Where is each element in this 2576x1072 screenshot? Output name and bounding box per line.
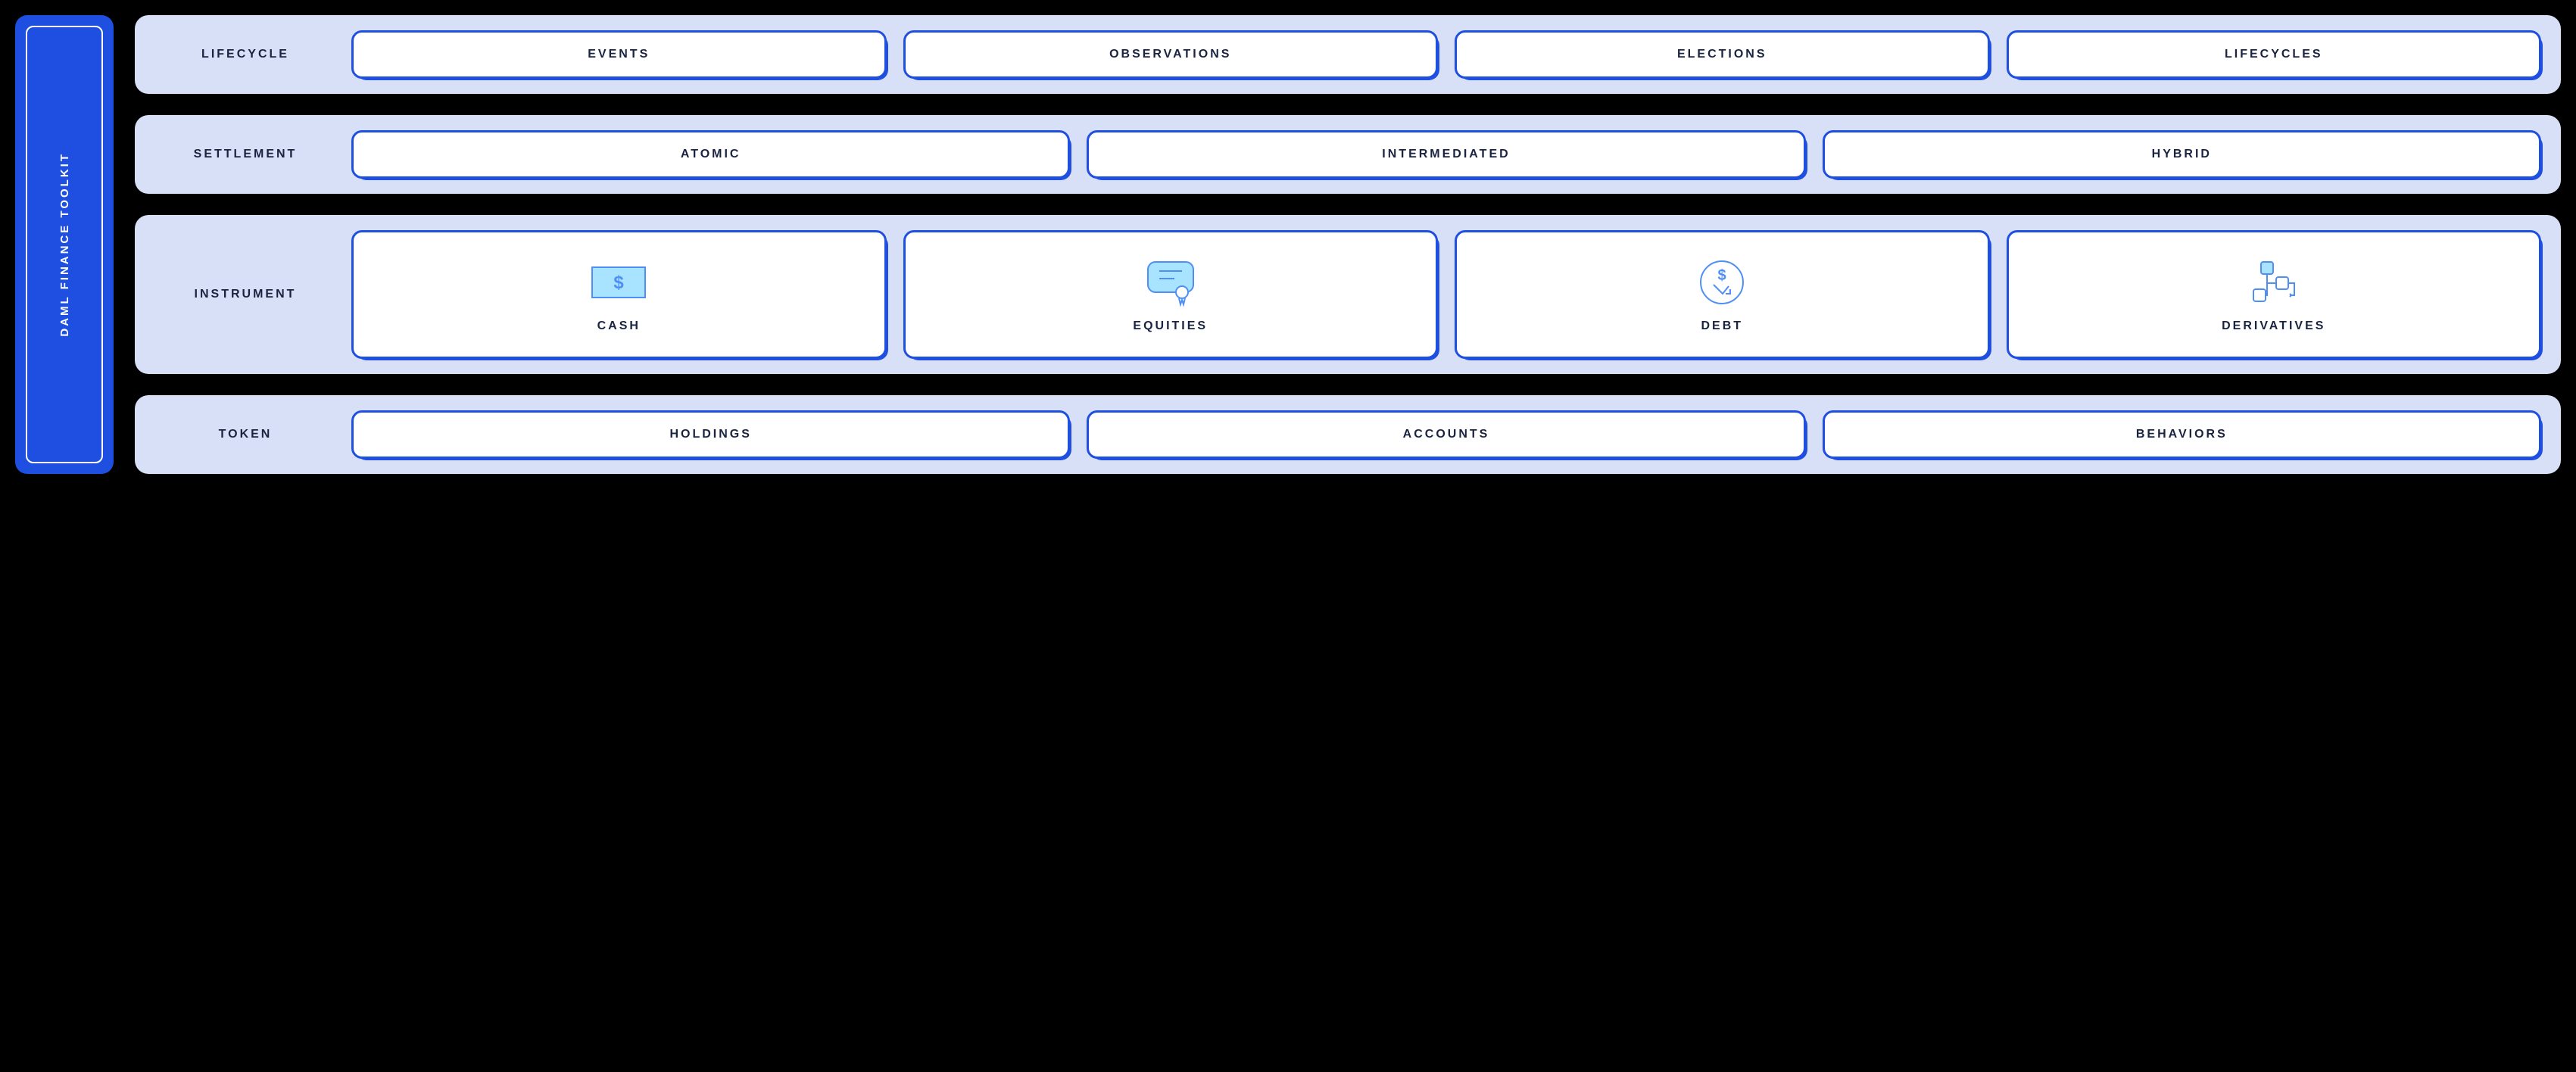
card-label: INTERMEDIATED	[1382, 148, 1510, 161]
card-label: ELECTIONS	[1677, 48, 1767, 61]
row-label: SETTLEMENT	[154, 148, 336, 161]
card-label: EVENTS	[588, 48, 650, 61]
row-items: $ CASH EQUITIES $ DEBT DERIVATIVES	[351, 230, 2541, 359]
row-label: INSTRUMENT	[154, 288, 336, 301]
card-settlement-intermediated: INTERMEDIATED	[1087, 130, 1805, 179]
card-settlement-hybrid: HYBRID	[1823, 130, 2541, 179]
card-wrap: OBSERVATIONS	[903, 30, 1439, 79]
card-lifecycle-elections: ELECTIONS	[1455, 30, 1990, 79]
row-label: LIFECYCLE	[154, 48, 336, 61]
row-label: TOKEN	[154, 428, 336, 441]
card-label: HOLDINGS	[669, 428, 751, 441]
card-lifecycle-events: EVENTS	[351, 30, 887, 79]
row-token: TOKEN HOLDINGS ACCOUNTS BEHAVIORS	[135, 395, 2561, 474]
card-instrument-cash: $ CASH	[351, 230, 887, 359]
card-wrap: INTERMEDIATED	[1087, 130, 1805, 179]
card-instrument-equities: EQUITIES	[903, 230, 1439, 359]
card-label: ACCOUNTS	[1403, 428, 1490, 441]
sidebar: DAML FINANCE TOOLKIT	[15, 15, 114, 474]
card-label: CASH	[597, 319, 641, 333]
derivatives-icon	[2240, 256, 2308, 309]
row-items: ATOMIC INTERMEDIATED HYBRID	[351, 130, 2541, 179]
card-wrap: HYBRID	[1823, 130, 2541, 179]
card-label: DEBT	[1701, 319, 1743, 333]
card-lifecycle-lifecycles: LIFECYCLES	[2007, 30, 2542, 79]
card-label: ATOMIC	[681, 148, 741, 161]
card-wrap: ATOMIC	[351, 130, 1070, 179]
card-label: LIFECYCLES	[2225, 48, 2323, 61]
card-token-accounts: ACCOUNTS	[1087, 410, 1805, 459]
row-items: EVENTS OBSERVATIONS ELECTIONS LIFECYCLES	[351, 30, 2541, 79]
card-wrap: $ DEBT	[1455, 230, 1990, 359]
card-label: EQUITIES	[1133, 319, 1208, 333]
svg-text:$: $	[614, 273, 625, 293]
equities-icon	[1137, 256, 1205, 309]
card-wrap: LIFECYCLES	[2007, 30, 2542, 79]
row-items: HOLDINGS ACCOUNTS BEHAVIORS	[351, 410, 2541, 459]
card-instrument-derivatives: DERIVATIVES	[2007, 230, 2542, 359]
card-wrap: BEHAVIORS	[1823, 410, 2541, 459]
card-wrap: EQUITIES	[903, 230, 1439, 359]
card-label: BEHAVIORS	[2136, 428, 2228, 441]
card-label: HYBRID	[2152, 148, 2212, 161]
card-token-holdings: HOLDINGS	[351, 410, 1070, 459]
card-wrap: DERIVATIVES	[2007, 230, 2542, 359]
sidebar-label: DAML FINANCE TOOLKIT	[58, 152, 71, 337]
card-label: OBSERVATIONS	[1109, 48, 1231, 61]
row-instrument: INSTRUMENT $ CASH EQUITIES $ DEBT DERIVA…	[135, 215, 2561, 374]
card-token-behaviors: BEHAVIORS	[1823, 410, 2541, 459]
card-instrument-debt: $ DEBT	[1455, 230, 1990, 359]
card-wrap: $ CASH	[351, 230, 887, 359]
row-lifecycle: LIFECYCLE EVENTS OBSERVATIONS ELECTIONS LIFE…	[135, 15, 2561, 94]
card-wrap: ELECTIONS	[1455, 30, 1990, 79]
svg-text:$: $	[1718, 267, 1726, 284]
card-wrap: HOLDINGS	[351, 410, 1070, 459]
diagram-root: DAML FINANCE TOOLKIT LIFECYCLE EVENTS OBSE…	[15, 15, 2561, 474]
row-settlement: SETTLEMENT ATOMIC INTERMEDIATED HYBRID	[135, 115, 2561, 194]
main-rows: LIFECYCLE EVENTS OBSERVATIONS ELECTIONS LIFE…	[135, 15, 2561, 474]
card-wrap: EVENTS	[351, 30, 887, 79]
card-lifecycle-observations: OBSERVATIONS	[903, 30, 1439, 79]
card-settlement-atomic: ATOMIC	[351, 130, 1070, 179]
card-wrap: ACCOUNTS	[1087, 410, 1805, 459]
card-label: DERIVATIVES	[2222, 319, 2325, 333]
sidebar-inner: DAML FINANCE TOOLKIT	[26, 26, 103, 463]
debt-icon: $	[1695, 256, 1748, 309]
cash-icon: $	[585, 256, 653, 309]
